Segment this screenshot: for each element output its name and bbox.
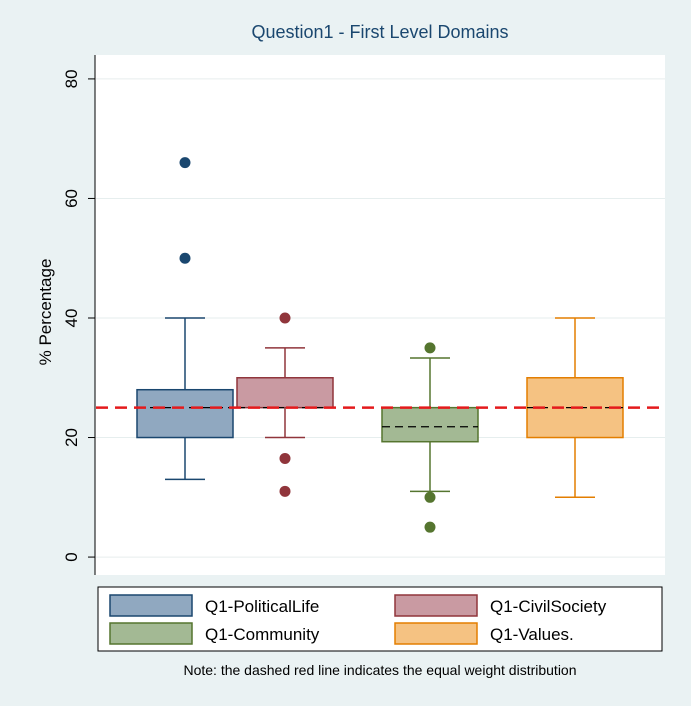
- outlier: [424, 491, 436, 503]
- y-tick-label: 20: [62, 428, 81, 447]
- y-tick-label: 60: [62, 189, 81, 208]
- outlier: [179, 252, 191, 264]
- note: Note: the dashed red line indicates the …: [183, 662, 576, 678]
- legend-label: Q1-CivilSociety: [490, 597, 607, 616]
- legend-label: Q1-PoliticalLife: [205, 597, 319, 616]
- y-tick-label: 0: [62, 552, 81, 561]
- chart-title: Question1 - First Level Domains: [251, 22, 508, 42]
- outlier: [279, 485, 291, 497]
- y-tick-label: 80: [62, 69, 81, 88]
- outlier: [279, 312, 291, 324]
- outlier: [424, 342, 436, 354]
- outlier: [424, 521, 436, 533]
- legend-swatch: [394, 594, 478, 617]
- y-axis-label: % Percentage: [36, 259, 55, 366]
- legend-swatch: [109, 594, 193, 617]
- box: [236, 377, 334, 409]
- outlier: [179, 157, 191, 169]
- legend-label: Q1-Community: [205, 625, 320, 644]
- y-tick-label: 40: [62, 309, 81, 328]
- legend-label: Q1-Values.: [490, 625, 574, 644]
- plot-area: [95, 55, 665, 575]
- box: [136, 388, 234, 439]
- outlier: [279, 452, 291, 464]
- legend-swatch: [394, 622, 478, 645]
- legend-swatch: [109, 622, 193, 645]
- box: [381, 406, 479, 443]
